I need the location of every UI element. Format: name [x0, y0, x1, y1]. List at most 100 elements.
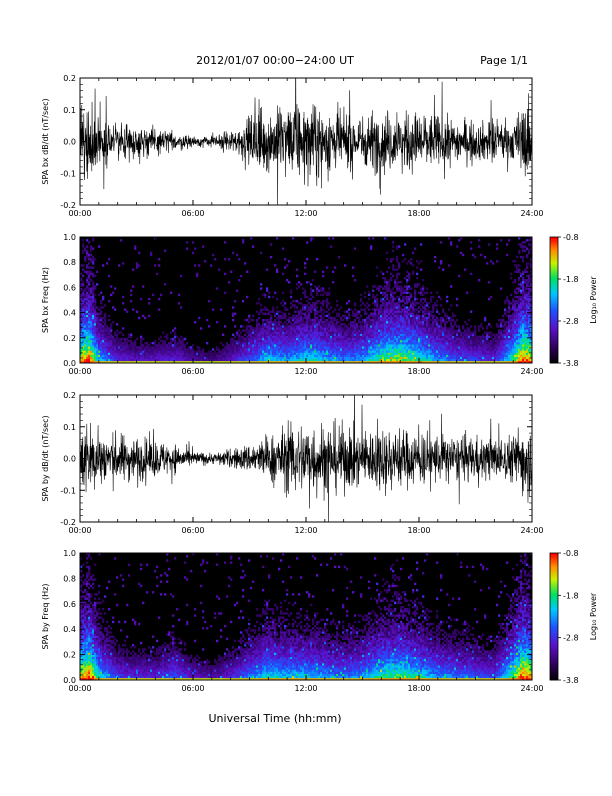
heatmap-cell — [492, 350, 494, 352]
heatmap-cell — [260, 353, 262, 355]
heatmap-cell — [272, 308, 274, 310]
heatmap-cell — [282, 336, 284, 338]
heatmap-cell — [326, 321, 328, 323]
heatmap-cell — [396, 325, 398, 327]
heatmap-cell — [92, 348, 94, 350]
heatmap-cell — [230, 355, 232, 357]
heatmap-cell — [350, 323, 352, 325]
heatmap-cell — [314, 317, 316, 319]
heatmap-cell — [470, 273, 472, 275]
heatmap-cell — [512, 332, 514, 334]
heatmap-cell — [514, 355, 516, 357]
heatmap-cell — [384, 342, 386, 344]
heatmap-cell — [434, 332, 436, 334]
heatmap-cell — [292, 359, 294, 361]
heatmap-cell — [82, 300, 84, 302]
heatmap-cell — [292, 346, 294, 348]
heatmap-cell — [206, 357, 208, 359]
heatmap-cell — [488, 323, 490, 325]
heatmap-cell — [480, 353, 482, 355]
heatmap-cell — [472, 342, 474, 344]
heatmap-cell — [82, 321, 84, 323]
heatmap-cell — [314, 325, 316, 327]
heatmap-cell — [270, 315, 272, 317]
heatmap-cell — [88, 254, 90, 256]
heatmap-cell — [298, 355, 300, 357]
heatmap-cell — [392, 346, 394, 348]
heatmap-cell — [312, 319, 314, 321]
heatmap-cell — [266, 357, 268, 359]
heatmap-cell — [282, 273, 284, 275]
heatmap-cell — [408, 315, 410, 317]
heatmap-cell — [374, 355, 376, 357]
heatmap-cell — [376, 315, 378, 317]
heatmap-cell — [310, 308, 312, 310]
heatmap-cell — [96, 271, 98, 273]
heatmap-cell — [344, 264, 346, 266]
heatmap-cell — [166, 336, 168, 338]
heatmap-cell — [174, 344, 176, 346]
heatmap-cell — [492, 262, 494, 264]
heatmap-cell — [460, 359, 462, 361]
heatmap-cell — [420, 304, 422, 306]
heatmap-cell — [430, 327, 432, 329]
heatmap-cell — [92, 290, 94, 292]
heatmap-cell — [266, 329, 268, 331]
heatmap-cell — [442, 329, 444, 331]
heatmap-cell — [412, 304, 414, 306]
heatmap-cell — [294, 346, 296, 348]
heatmap-cell — [396, 283, 398, 285]
heatmap-cell — [344, 334, 346, 336]
heatmap-cell — [408, 287, 410, 289]
heatmap-cell — [86, 315, 88, 317]
heatmap-cell — [108, 327, 110, 329]
heatmap-cell — [392, 319, 394, 321]
heatmap-cell — [140, 355, 142, 357]
heatmap-cell — [166, 346, 168, 348]
heatmap-cell — [364, 325, 366, 327]
heatmap-cell — [384, 340, 386, 342]
heatmap-cell — [378, 317, 380, 319]
heatmap-cell — [348, 346, 350, 348]
heatmap-cell — [258, 329, 260, 331]
heatmap-cell — [382, 321, 384, 323]
heatmap-cell — [278, 332, 280, 334]
heatmap-cell — [464, 344, 466, 346]
heatmap-cell — [296, 332, 298, 334]
heatmap-cell — [352, 266, 354, 268]
y-tick-label: -0.1 — [60, 169, 76, 178]
heatmap-cell — [252, 355, 254, 357]
heatmap-cell — [382, 319, 384, 321]
heatmap-cell — [414, 294, 416, 296]
heatmap-cell — [326, 334, 328, 336]
heatmap-cell — [292, 357, 294, 359]
heatmap-cell — [170, 346, 172, 348]
heatmap-cell — [302, 308, 304, 310]
heatmap-cell — [122, 296, 124, 298]
heatmap-cell — [338, 357, 340, 359]
heatmap-cell — [382, 350, 384, 352]
heatmap-cell — [264, 294, 266, 296]
heatmap-cell — [164, 348, 166, 350]
heatmap-cell — [408, 338, 410, 340]
heatmap-cell — [374, 308, 376, 310]
heatmap-cell — [448, 340, 450, 342]
heatmap-cell — [412, 323, 414, 325]
heatmap-cell — [170, 348, 172, 350]
heatmap-cell — [288, 260, 290, 262]
heatmap-cell — [318, 311, 320, 313]
heatmap-cell — [214, 353, 216, 355]
heatmap-cell — [98, 294, 100, 296]
heatmap-cell — [260, 342, 262, 344]
heatmap-cell — [410, 287, 412, 289]
heatmap-cell — [348, 344, 350, 346]
heatmap-cell — [142, 353, 144, 355]
heatmap-cell — [92, 292, 94, 294]
heatmap-cell — [512, 304, 514, 306]
heatmap-cell — [498, 325, 500, 327]
heatmap-cell — [244, 353, 246, 355]
heatmap-cell — [318, 357, 320, 359]
heatmap-cell — [236, 359, 238, 361]
heatmap-cell — [112, 321, 114, 323]
heatmap-cell — [196, 357, 198, 359]
